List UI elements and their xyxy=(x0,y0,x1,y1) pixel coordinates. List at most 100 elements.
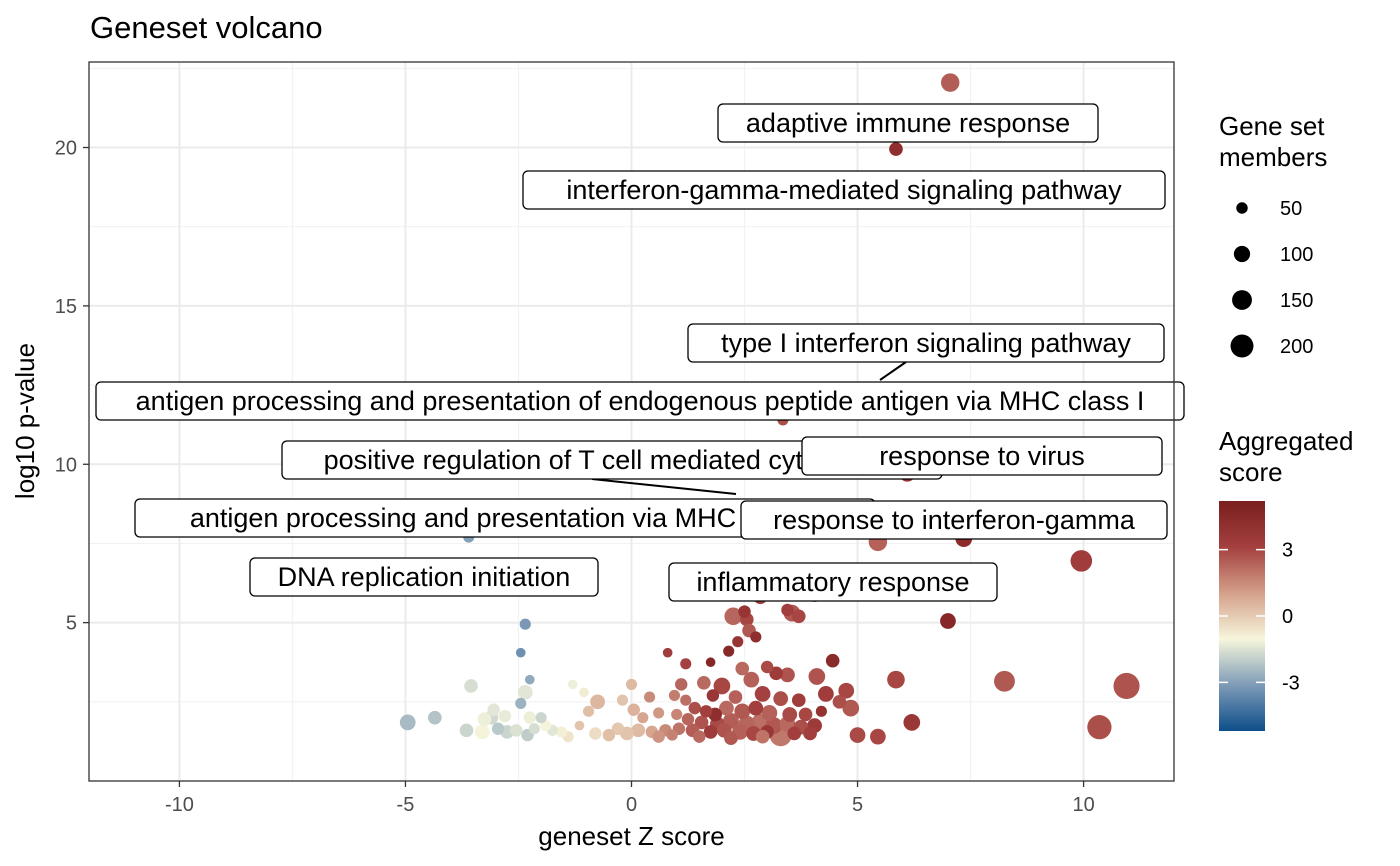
data-point xyxy=(743,671,760,688)
data-point xyxy=(694,715,709,730)
point-label-text: antigen processing and presentation of e… xyxy=(136,386,1145,416)
data-point xyxy=(781,603,794,617)
point-label-box xyxy=(740,500,1168,540)
data-point xyxy=(688,701,702,715)
data-point xyxy=(734,703,751,720)
data-point xyxy=(631,723,646,738)
color-legend: Aggregated score 3 0 -3 xyxy=(1219,426,1353,731)
point-label-text: response to virus xyxy=(879,441,1085,471)
data-point xyxy=(616,694,629,706)
data-point xyxy=(555,726,567,738)
data-point xyxy=(491,722,505,735)
data-point xyxy=(644,691,656,703)
data-point xyxy=(611,722,625,735)
size-legend-title-line1: Gene set xyxy=(1219,111,1325,141)
data-point xyxy=(625,678,638,690)
data-point xyxy=(477,712,492,727)
point-labels: adaptive immune response interferon-gamma… xyxy=(95,103,1185,602)
data-point xyxy=(498,709,512,723)
x-tick-label: 10 xyxy=(1072,794,1094,816)
size-legend-title-line2: members xyxy=(1219,142,1327,172)
data-point xyxy=(582,705,595,717)
color-legend-title-line1: Aggregated xyxy=(1219,426,1353,456)
data-point xyxy=(681,713,695,726)
data-point xyxy=(782,707,798,722)
y-axis-label: log10 p-value xyxy=(10,343,40,499)
data-point xyxy=(760,660,774,674)
data-point xyxy=(1087,715,1112,740)
data-point xyxy=(590,694,605,710)
data-point xyxy=(791,693,806,708)
data-point xyxy=(755,729,770,744)
point-label: positive regulation of T cell mediated c… xyxy=(281,440,943,480)
data-point xyxy=(803,726,817,741)
y-tick-label: 15 xyxy=(55,296,77,318)
point-label-text: response to interferon-gamma xyxy=(773,505,1136,535)
point-label: interferon-gamma-mediated signaling path… xyxy=(522,170,1166,210)
data-point xyxy=(719,700,734,716)
data-point xyxy=(474,724,490,740)
point-label-text: interferon-gamma-mediated signaling path… xyxy=(566,175,1122,205)
data-point xyxy=(738,605,751,618)
data-point xyxy=(832,694,847,709)
data-point xyxy=(699,705,713,718)
color-legend-label: 3 xyxy=(1282,540,1293,562)
x-tick-label: 5 xyxy=(852,794,863,816)
data-point xyxy=(849,727,866,743)
size-legend-key xyxy=(1236,202,1248,214)
data-point xyxy=(697,675,711,690)
data-point xyxy=(680,694,692,706)
label-leader-line xyxy=(879,361,907,381)
point-label-box xyxy=(668,562,998,602)
y-tick-label: 5 xyxy=(66,613,77,635)
data-point xyxy=(815,705,827,717)
size-legend: Gene set members 50 100 150 200 xyxy=(1219,111,1327,358)
data-point xyxy=(818,686,834,702)
point-label: response to virus xyxy=(801,436,1163,476)
data-point xyxy=(675,678,688,691)
data-point xyxy=(724,731,738,746)
data-point xyxy=(787,726,802,741)
x-tick-label: 0 xyxy=(626,794,637,816)
data-point xyxy=(713,677,731,695)
point-label: adaptive immune response xyxy=(717,103,1099,143)
data-point xyxy=(528,723,540,735)
data-point xyxy=(842,699,860,717)
data-point xyxy=(535,712,547,724)
data-point xyxy=(838,682,855,699)
size-legend-label: 50 xyxy=(1280,198,1302,220)
data-point xyxy=(732,636,744,648)
point-label: antigen processing and presentation of e… xyxy=(95,381,1185,421)
data-point xyxy=(653,707,665,719)
data-point xyxy=(940,73,960,92)
data-point xyxy=(589,727,602,740)
x-axis-label: geneset Z score xyxy=(538,821,724,851)
point-label: antigen processing and presentation via … xyxy=(134,498,876,538)
data-point xyxy=(724,607,743,626)
x-tick-label: -10 xyxy=(165,794,194,816)
point-label-text: adaptive immune response xyxy=(746,108,1070,138)
plot-panel: adaptive immune response interferon-gamma… xyxy=(88,61,1185,782)
data-point xyxy=(680,658,692,670)
data-point xyxy=(735,661,750,676)
data-point xyxy=(870,728,886,745)
data-point xyxy=(567,679,578,690)
data-point xyxy=(509,724,523,737)
data-point xyxy=(773,691,789,707)
data-point xyxy=(723,645,735,657)
data-point xyxy=(887,670,905,689)
color-legend-label: -3 xyxy=(1282,672,1300,694)
data-point xyxy=(889,142,903,156)
point-label-box xyxy=(95,381,1185,421)
data-point xyxy=(574,720,585,731)
data-point xyxy=(748,700,764,716)
data-point xyxy=(671,708,683,721)
data-point xyxy=(399,714,416,731)
data-point xyxy=(602,728,616,742)
point-label: DNA replication initiation xyxy=(249,557,599,597)
data-point xyxy=(780,667,795,683)
point-label: inflammatory response xyxy=(668,562,998,602)
point-label-text: type I interferon signaling pathway xyxy=(721,328,1131,358)
data-point xyxy=(706,689,720,702)
